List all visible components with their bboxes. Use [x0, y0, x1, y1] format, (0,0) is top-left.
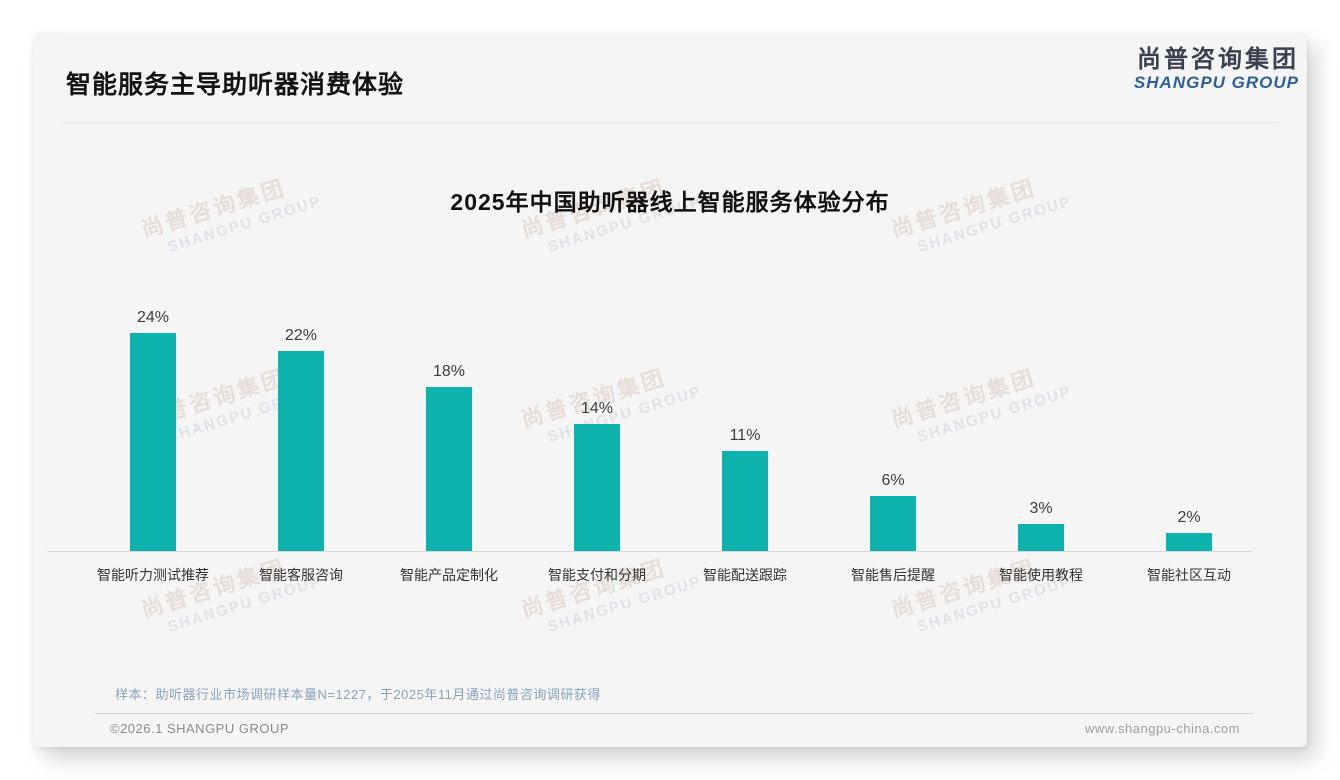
bar-value-label: 6% — [881, 472, 905, 489]
header-divider — [61, 122, 1279, 123]
bar-value-label: 14% — [580, 400, 614, 417]
category-label: 智能售后提醒 — [851, 567, 935, 583]
category-label: 智能使用教程 — [999, 567, 1083, 583]
footer-row: ©2026.1 SHANGPU GROUP www.shangpu-china.… — [110, 721, 1240, 736]
category-label: 智能社区互动 — [1147, 567, 1231, 583]
category-label: 智能配送跟踪 — [703, 567, 787, 583]
website-url: www.shangpu-china.com — [1084, 721, 1240, 736]
bar — [278, 351, 324, 551]
watermark: 尚普咨询集团 SHANGPU GROUP — [137, 538, 333, 641]
category-label: 智能客服咨询 — [259, 567, 343, 583]
bar-value-label: 3% — [1029, 500, 1053, 517]
slide-title: 智能服务主导助听器消费体验 — [66, 71, 405, 99]
bar-column: 22% — [227, 291, 375, 551]
watermark: 尚普咨询集团 SHANGPU GROUP — [887, 538, 1083, 641]
bar-column: 14% — [523, 291, 671, 551]
bar-column: 2% — [1115, 291, 1263, 551]
bar-column: 6% — [819, 291, 967, 551]
bar-value-label: 18% — [432, 363, 466, 380]
sample-footnote: 样本：助听器行业市场调研样本量N=1227，于2025年11月通过尚普咨询调研获… — [115, 687, 601, 702]
bar-value-label: 11% — [729, 427, 761, 444]
bar-value-label: 22% — [284, 327, 318, 344]
x-axis-line — [47, 551, 1253, 552]
bar-column: 11% — [671, 291, 819, 551]
bar-chart-plot-area: 24% 22% 18% 14% 11% 6% 3% 2% — [79, 291, 1263, 551]
bar-column: 3% — [967, 291, 1115, 551]
bar — [426, 387, 472, 551]
logo-english-text: SHANGPU GROUP — [1133, 73, 1299, 93]
bar-value-label: 24% — [136, 309, 170, 326]
x-axis-category-labels: 智能听力测试推荐 智能客服咨询 智能产品定制化 智能支付和分期 智能配送跟踪 智能售后提醒… — [79, 565, 1263, 585]
logo-chinese-text: 尚普咨询集团 — [1137, 46, 1299, 73]
bar — [870, 496, 916, 551]
slide-card: 尚普咨询集团 SHANGPU GROUP 尚普咨询集团 SHANGPU GROUP 尚普… — [33, 33, 1307, 747]
bar-column: 24% — [79, 291, 227, 551]
bar — [1018, 524, 1064, 551]
category-label: 智能听力测试推荐 — [97, 567, 209, 583]
bar-value-label: 2% — [1177, 509, 1201, 526]
company-logo: 尚普咨询集团 SHANGPU GROUP — [1133, 46, 1299, 94]
copyright-text: ©2026.1 SHANGPU GROUP — [110, 721, 290, 736]
bar-column: 18% — [375, 291, 523, 551]
chart-title: 2025年中国助听器线上智能服务体验分布 — [450, 189, 890, 215]
bar — [1166, 533, 1212, 551]
bar — [130, 333, 176, 551]
category-label: 智能产品定制化 — [400, 567, 498, 583]
category-label: 智能支付和分期 — [548, 567, 646, 583]
bar — [722, 451, 768, 551]
bar — [574, 424, 620, 551]
watermark: 尚普咨询集团 SHANGPU GROUP — [517, 538, 713, 641]
footer-divider — [95, 713, 1253, 714]
